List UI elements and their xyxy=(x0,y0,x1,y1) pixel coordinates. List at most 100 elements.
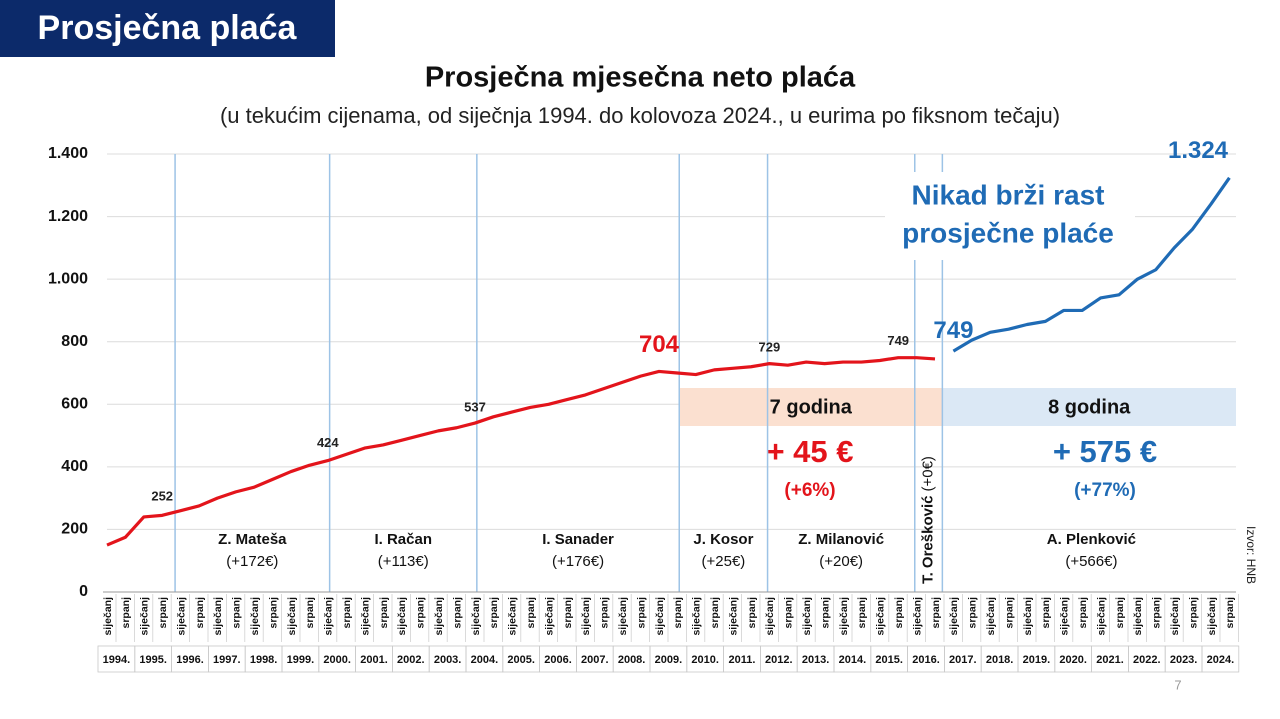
period-change: (+113€) xyxy=(378,553,429,570)
x-tick-label: siječanj xyxy=(359,597,371,636)
year-label: 1994. xyxy=(103,654,131,666)
year-label: 2016. xyxy=(912,654,940,666)
x-tick-label: srpanj xyxy=(1040,597,1052,629)
x-tick-label: srpanj xyxy=(856,597,868,629)
band-label: 8 godina xyxy=(1048,396,1131,418)
y-tick-label: 1.400 xyxy=(48,145,88,162)
year-label: 2008. xyxy=(618,654,646,666)
period-name: J. Kosor xyxy=(693,531,753,548)
year-label: 2023. xyxy=(1170,654,1198,666)
y-tick-label: 1.200 xyxy=(48,208,88,225)
year-label: 1998. xyxy=(250,654,278,666)
period-change: (+566€) xyxy=(1065,553,1117,570)
x-tick-label: srpanj xyxy=(488,597,500,629)
x-tick-label: srpanj xyxy=(930,597,942,629)
x-tick-label: siječanj xyxy=(396,597,408,636)
percent-label: (+77%) xyxy=(1074,480,1136,501)
x-tick-label: siječanj xyxy=(1095,597,1107,636)
x-tick-label: srpanj xyxy=(783,597,795,629)
x-tick-label: siječanj xyxy=(1022,597,1034,636)
value-annotation: 424 xyxy=(317,435,339,450)
value-annotation: 729 xyxy=(759,339,781,354)
gain-label: + 575 € xyxy=(1053,434,1157,469)
x-tick-label: srpanj xyxy=(746,597,758,629)
x-tick-label: siječanj xyxy=(654,597,666,636)
percent-label: (+6%) xyxy=(784,480,835,501)
period-name: Z. Mateša xyxy=(218,531,287,548)
value-annotation: 537 xyxy=(464,399,486,414)
salary-line xyxy=(106,356,936,547)
x-tick-label: srpanj xyxy=(378,597,390,629)
year-label: 2022. xyxy=(1133,654,1161,666)
x-tick-label: siječanj xyxy=(102,597,114,636)
x-tick-label: siječanj xyxy=(911,597,923,636)
callout-box xyxy=(885,172,1135,260)
period-name: I. Račan xyxy=(374,531,432,548)
x-tick-label: srpanj xyxy=(893,597,905,629)
x-tick-label: siječanj xyxy=(470,597,482,636)
year-label: 2006. xyxy=(544,654,572,666)
period-change: (+176€) xyxy=(552,553,604,570)
year-label: 2013. xyxy=(802,654,830,666)
x-tick-label: srpanj xyxy=(1114,597,1126,629)
x-tick-label: srpanj xyxy=(451,597,463,629)
period-change: (+20€) xyxy=(819,553,863,570)
year-label: 2004. xyxy=(471,654,499,666)
slide-header: Prosječna plaća xyxy=(38,9,298,47)
x-tick-label: srpanj xyxy=(672,597,684,629)
x-tick-label: siječanj xyxy=(175,597,187,636)
period-band xyxy=(942,388,1236,426)
x-tick-label: siječanj xyxy=(139,597,151,636)
year-label: 2002. xyxy=(397,654,425,666)
year-label: 1999. xyxy=(287,654,315,666)
value-annotation: 1.324 xyxy=(1168,137,1229,164)
x-tick-label: siječanj xyxy=(286,597,298,636)
x-tick-label: siječanj xyxy=(875,597,887,636)
x-tick-label: srpanj xyxy=(304,597,316,629)
year-label: 2019. xyxy=(1023,654,1051,666)
value-annotation: 749 xyxy=(933,317,973,344)
year-label: 2005. xyxy=(507,654,535,666)
year-label: 2021. xyxy=(1096,654,1124,666)
callout-text: prosječne plaće xyxy=(902,217,1114,248)
value-annotation: 704 xyxy=(639,331,680,358)
x-tick-label: srpanj xyxy=(415,597,427,629)
year-label: 2017. xyxy=(949,654,977,666)
x-tick-label: srpanj xyxy=(267,597,279,629)
x-tick-label: siječanj xyxy=(617,597,629,636)
year-label: 1996. xyxy=(176,654,204,666)
year-label: 2020. xyxy=(1059,654,1087,666)
x-tick-label: siječanj xyxy=(1206,597,1218,636)
x-tick-label: siječanj xyxy=(764,597,776,636)
year-label: 2001. xyxy=(360,654,388,666)
x-tick-label: srpanj xyxy=(1151,597,1163,629)
period-change: (+25€) xyxy=(702,553,746,570)
x-tick-label: siječanj xyxy=(212,597,224,636)
x-tick-label: srpanj xyxy=(635,597,647,629)
y-tick-label: 800 xyxy=(61,333,88,350)
x-tick-label: siječanj xyxy=(838,597,850,636)
band-label: 7 godina xyxy=(770,396,853,418)
y-tick-label: 0 xyxy=(79,583,88,600)
x-tick-label: siječanj xyxy=(985,597,997,636)
period-band xyxy=(679,388,943,426)
x-tick-label: siječanj xyxy=(543,597,555,636)
year-label: 2012. xyxy=(765,654,793,666)
chart-title: Prosječna mjesečna neto plaća xyxy=(425,62,856,94)
x-tick-label: srpanj xyxy=(525,597,537,629)
year-label: 2000. xyxy=(323,654,351,666)
x-tick-label: siječanj xyxy=(580,597,592,636)
year-label: 2010. xyxy=(691,654,719,666)
period-label: T. Orešković (+0€) xyxy=(920,456,937,584)
y-tick-label: 1.000 xyxy=(48,270,88,287)
callout-text: Nikad brži rast xyxy=(912,179,1105,210)
gain-label: + 45 € xyxy=(766,434,853,469)
period-change: (+172€) xyxy=(226,553,278,570)
x-tick-label: siječanj xyxy=(433,597,445,636)
period-name: A. Plenković xyxy=(1047,531,1136,548)
period-name: T. Orešković xyxy=(920,496,937,584)
x-tick-label: siječanj xyxy=(727,597,739,636)
period-change: (+0€) xyxy=(920,456,937,491)
